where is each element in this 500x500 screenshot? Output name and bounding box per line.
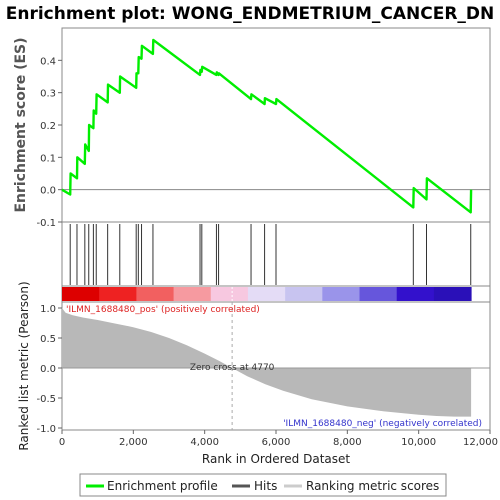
metric-tick-label: 1.0 [40,304,56,315]
neg-label: 'ILMN_1688480_neg' (negatively correlate… [283,419,482,429]
hits-group [69,224,472,285]
ranking-heatmap [62,287,472,301]
x-tick-label: 2,000 [119,437,148,448]
metric-tick-label: -0.5 [36,394,56,405]
heatmap-segment [247,287,286,301]
metric-axis-title: Ranked list metric (Pearson) [17,281,31,450]
legend-box [79,473,447,497]
es-tick-label: -0.1 [36,218,56,229]
es-tick-label: 0.2 [40,121,56,132]
es-tick-label: 0.1 [40,153,56,164]
heatmap-segment [359,287,398,301]
x-tick-label: 4,000 [190,437,219,448]
enrichment-profile-path [61,38,473,214]
pos-label: 'ILMN_1688480_pos' (positively correlate… [66,305,260,315]
legend: Enrichment profile Hits Ranking metric s… [79,473,447,497]
x-tick-label: 6,000 [262,437,291,448]
heatmap-segment [173,287,212,301]
metric-area [62,302,490,430]
heatmap-segment [99,287,137,301]
metric-tick-label: 0.5 [40,334,56,345]
enrichment-profile-line [61,38,473,214]
es-tick-label: 0.3 [40,89,56,100]
legend-metric-label: Ranking metric scores [306,479,439,493]
x-tick-label: 12,000 [463,437,498,448]
heatmap-segment [62,287,100,301]
metric-axis: -1.0 -0.5 0.0 0.5 1.0 [36,304,62,435]
es-tick-label: 0.0 [40,186,56,197]
legend-hits-label: Hits [254,479,277,493]
es-tick-label: 0.4 [40,56,56,67]
metric-tick-label: -1.0 [36,424,56,435]
heatmap-segment [322,287,361,301]
x-axis-title: Rank in Ordered Dataset [202,452,350,466]
x-axis: 0 2,000 4,000 6,000 8,000 10,000 12,000 [59,430,498,448]
legend-enrichment-label: Enrichment profile [107,479,218,493]
heatmap-segment [285,287,323,301]
heatmap-segment [210,287,249,301]
heatmap-segment [396,287,435,301]
x-tick-label: 8,000 [333,437,362,448]
es-axis-title: Enrichment score (ES) [13,37,29,212]
chart-title: Enrichment plot: WONG_ENDMETRIUM_CANCER_… [6,4,495,24]
metric-area-path [62,308,472,417]
zero-cross-label: Zero cross at 4770 [190,363,275,373]
heatmap-segment [433,287,472,301]
heatmap-segment [136,287,175,301]
es-axis: -0.1 0.0 0.1 0.2 0.3 0.4 [36,56,62,229]
x-tick-label: 0 [59,437,65,448]
x-tick-label: 10,000 [401,437,436,448]
metric-tick-label: 0.0 [40,364,56,375]
